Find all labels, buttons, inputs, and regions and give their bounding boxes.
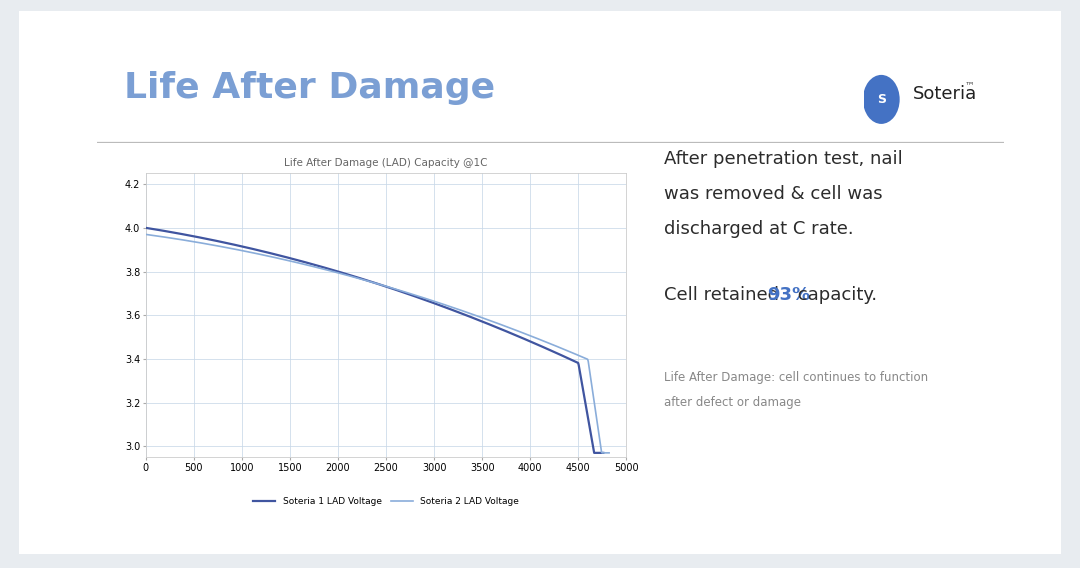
Text: Life After Damage: cell continues to function: Life After Damage: cell continues to fun… (664, 371, 929, 384)
Ellipse shape (862, 74, 901, 125)
Text: Life After Damage: Life After Damage (124, 71, 496, 105)
Text: discharged at C rate.: discharged at C rate. (664, 220, 854, 239)
Text: capacity.: capacity. (793, 286, 877, 304)
Text: after defect or damage: after defect or damage (664, 396, 801, 408)
FancyBboxPatch shape (4, 3, 1076, 562)
Text: Soteria: Soteria (913, 85, 976, 103)
Text: was removed & cell was: was removed & cell was (664, 185, 882, 203)
Text: 93%: 93% (767, 286, 810, 304)
Text: After penetration test, nail: After penetration test, nail (664, 150, 903, 168)
Text: Cell retained: Cell retained (664, 286, 785, 304)
Text: ™: ™ (964, 80, 974, 90)
Text: S: S (877, 93, 886, 106)
Legend: Soteria 1 LAD Voltage, Soteria 2 LAD Voltage: Soteria 1 LAD Voltage, Soteria 2 LAD Vol… (249, 493, 523, 509)
Title: Life After Damage (LAD) Capacity @1C: Life After Damage (LAD) Capacity @1C (284, 158, 488, 168)
